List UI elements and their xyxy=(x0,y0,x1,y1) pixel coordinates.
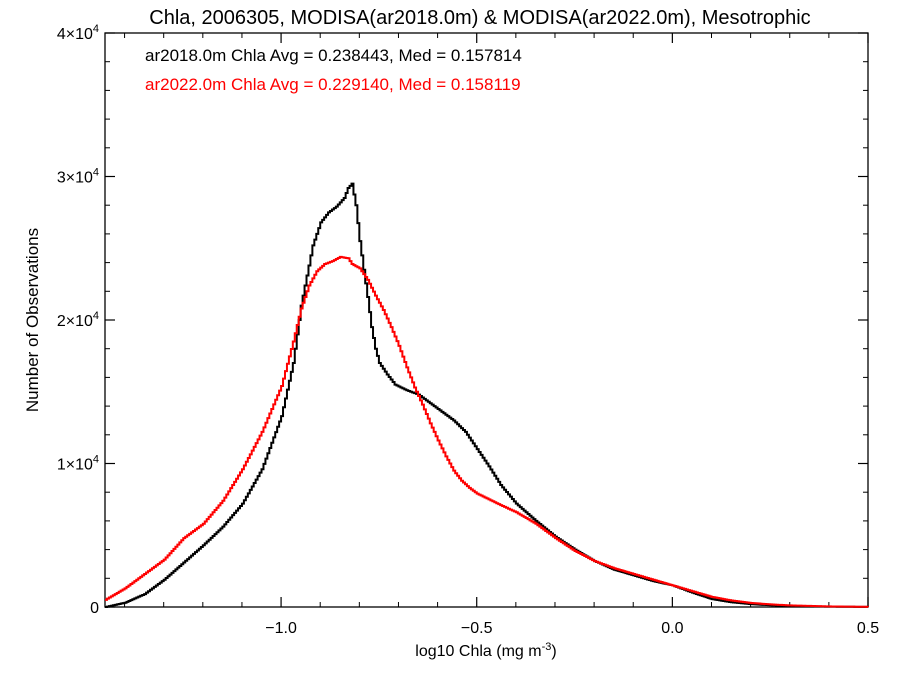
legend-entry-2: ar2022.0m Chla Avg = 0.229140, Med = 0.1… xyxy=(145,75,521,94)
y-tick-label: 1×104 xyxy=(57,454,99,474)
y-tick-label-exponent: 4 xyxy=(93,167,99,179)
y-tick-label-base: 3×10 xyxy=(57,170,93,187)
y-tick-label-base: 2×10 xyxy=(57,313,93,330)
x-axis-label-text: log10 Chla (mg m xyxy=(415,643,541,660)
x-axis-label-exponent: -3 xyxy=(542,641,552,653)
series-line-1 xyxy=(105,182,869,608)
x-tick-label: 0.0 xyxy=(661,620,683,637)
series-lines xyxy=(105,182,869,608)
x-tick-label: 0.5 xyxy=(857,620,879,637)
y-tick-label-base: 1×10 xyxy=(57,457,93,474)
y-tick-label: 2×104 xyxy=(57,310,99,330)
y-tick-label-exponent: 4 xyxy=(93,454,99,466)
x-axis-label-close: ) xyxy=(551,643,556,660)
y-tick-label-exponent: 4 xyxy=(93,310,99,322)
x-tick-label: −1.0 xyxy=(265,620,297,637)
y-tick-label-base: 0 xyxy=(90,600,99,617)
y-axis-label: Number of Observations xyxy=(23,228,42,412)
legend-entry-1: ar2018.0m Chla Avg = 0.238443, Med = 0.1… xyxy=(145,46,522,65)
chart-title: Chla, 2006305, MODISA(ar2018.0m) & MODIS… xyxy=(149,7,810,29)
series-line-2 xyxy=(105,255,869,608)
x-tick-label: −0.5 xyxy=(461,620,493,637)
y-tick-label: 3×104 xyxy=(57,167,99,187)
x-axis-label: log10 Chla (mg m-3) xyxy=(415,641,556,660)
legend: ar2018.0m Chla Avg = 0.238443, Med = 0.1… xyxy=(145,46,522,94)
y-tick-label-exponent: 4 xyxy=(93,23,99,35)
y-tick-label: 0 xyxy=(90,600,99,617)
y-tick-label-base: 4×10 xyxy=(57,26,93,43)
y-tick-label: 4×104 xyxy=(57,23,99,43)
